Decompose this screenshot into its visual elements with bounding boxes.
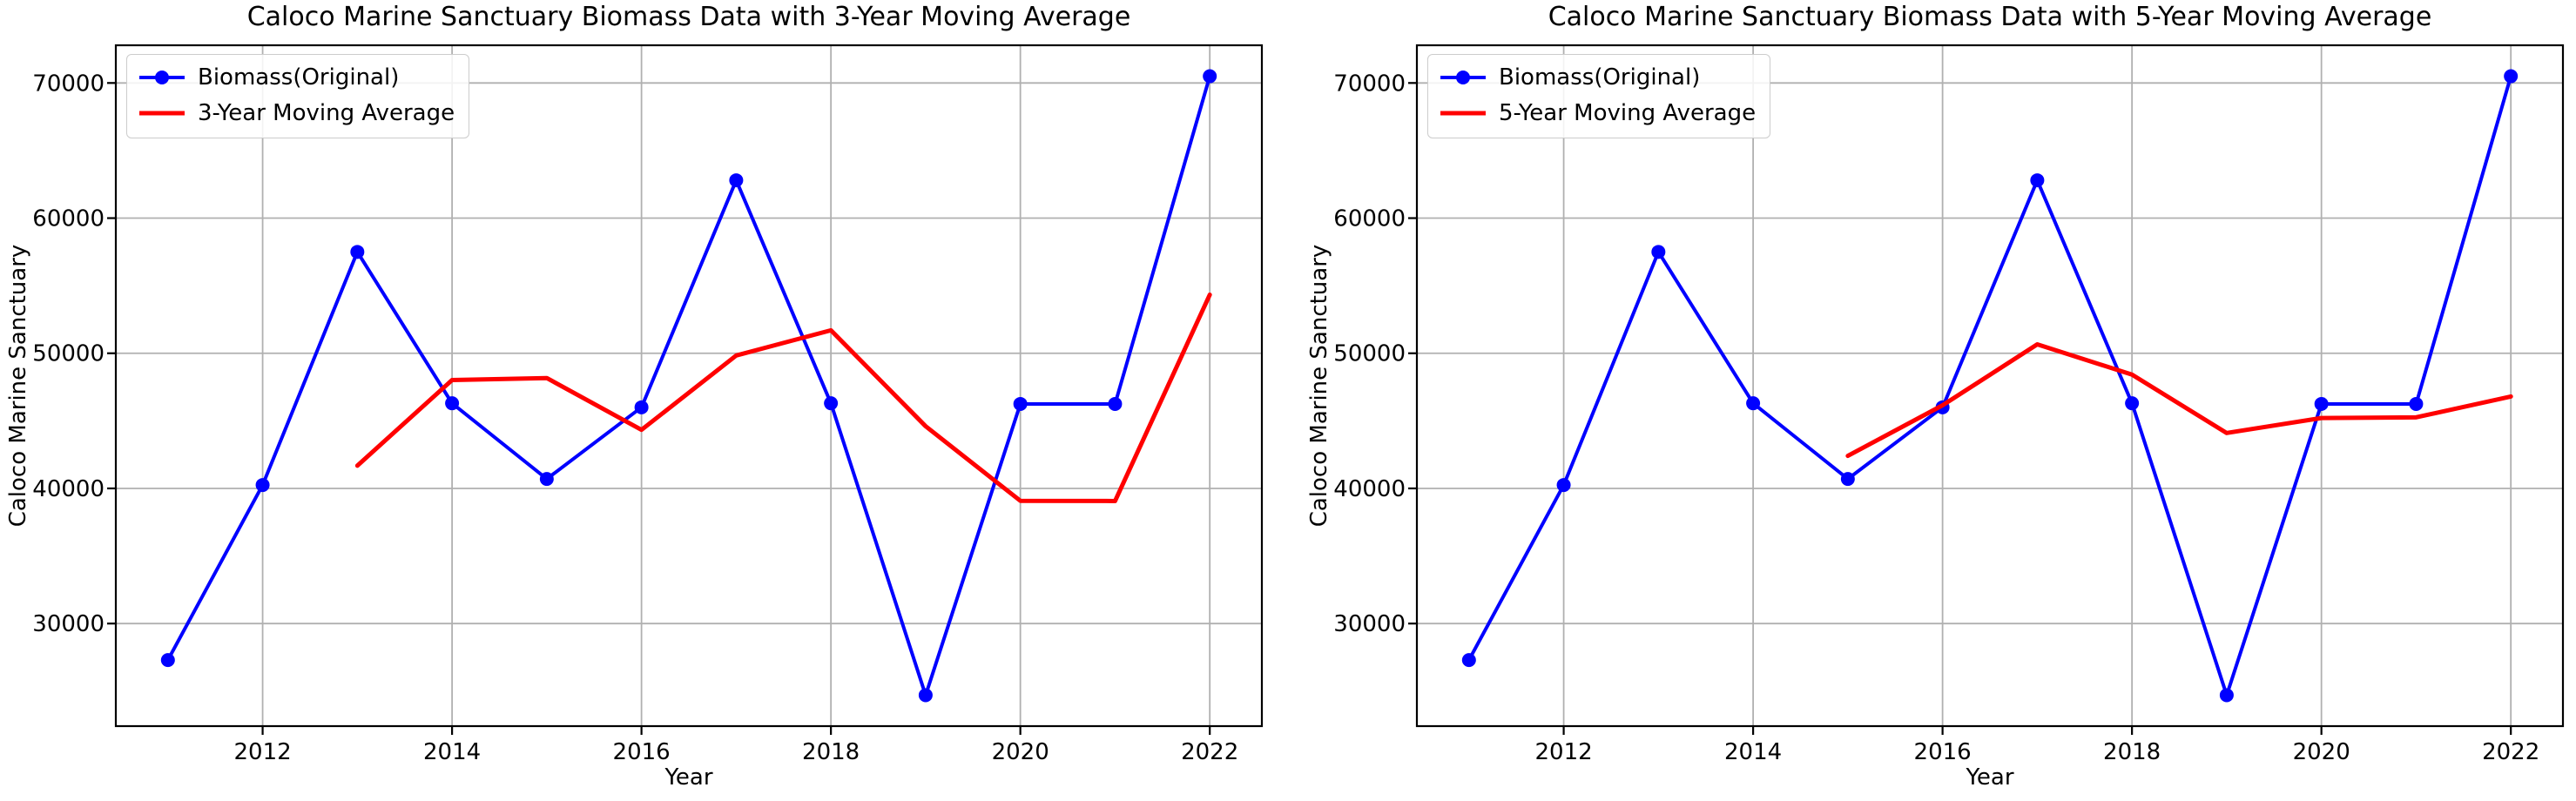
plot-canvas-3-year: 2012 2014 2016 2018 2020 2022 30000 40000 50000 6… (32, 44, 1264, 765)
y-tick-label-40000: 40000 (1333, 476, 1406, 502)
marker-biomass-original-2018 (2125, 396, 2140, 411)
marker-biomass-original-2020 (2314, 396, 2329, 411)
x-tick-label-2022: 2022 (2482, 739, 2539, 765)
chart-title: Caloco Marine Sanctuary Biomass Data wit… (246, 2, 1131, 32)
legend-sample-marker (1456, 71, 1470, 84)
marker-biomass-original-2021 (2409, 396, 2424, 411)
x-axis-label: Year (1966, 764, 2014, 791)
legend-label: 3-Year Moving Average (198, 100, 455, 126)
y-tick-label-70000: 70000 (1333, 71, 1406, 97)
legend: Biomass(Original) 3-Year Moving Average (126, 54, 470, 138)
y-axis-label: Caloco Marine Sanctuary (5, 244, 31, 528)
y-tick-label-60000: 60000 (1333, 206, 1406, 232)
marker-biomass-original-2020 (1013, 396, 1028, 411)
x-axis-label: Year (664, 764, 713, 791)
y-tick-label-70000: 70000 (32, 71, 105, 97)
x-tick-label-2018: 2018 (802, 739, 860, 765)
chart-5-year-moving-average: 2012 2014 2016 2018 2020 2022 30000 40000 50000 6… (1288, 0, 2576, 801)
series-line-5-year-moving-average (1845, 342, 2513, 459)
x-tick-label-2016: 2016 (1914, 739, 1972, 765)
legend-label: Biomass(Original) (1499, 64, 1701, 91)
legend-label: Biomass(Original) (198, 64, 400, 91)
series-line-biomass-original (165, 74, 1212, 697)
marker-biomass-original-2021 (1108, 396, 1123, 411)
x-tick-label-2012: 2012 (233, 739, 291, 765)
plot-canvas-5-year: 2012 2014 2016 2018 2020 2022 30000 40000 50000 6… (1333, 44, 2565, 765)
y-tick-label-30000: 30000 (32, 611, 105, 637)
marker-biomass-original-2012 (255, 478, 270, 493)
x-tick-label-2014: 2014 (1724, 739, 1782, 765)
y-tick-label-50000: 50000 (1333, 341, 1406, 367)
x-tick-label-2020: 2020 (2293, 739, 2350, 765)
marker-biomass-original-2013 (350, 245, 365, 259)
marker-biomass-original-2014 (445, 396, 460, 411)
legend-entry-biomass-original: Biomass(Original) (138, 64, 455, 91)
x-tick-label-2022: 2022 (1181, 739, 1238, 765)
marker-biomass-original-2018 (824, 396, 839, 411)
legend: Biomass(Original) 5-Year Moving Average (1427, 54, 1771, 138)
x-tick-label-2014: 2014 (423, 739, 481, 765)
marker-biomass-original-2019 (2219, 688, 2234, 703)
marker-biomass-original-2016 (634, 400, 649, 414)
legend-entry-5-year-moving-average: 5-Year Moving Average (1439, 99, 1756, 127)
legend-entry-biomass-original: Biomass(Original) (1439, 64, 1756, 91)
y-tick-label-50000: 50000 (32, 341, 105, 367)
legend-line-sample-icon (1440, 111, 1486, 116)
legend-entry-3-year-moving-average: 3-Year Moving Average (138, 99, 455, 127)
marker-biomass-original-2012 (1556, 478, 1571, 493)
y-tick-label-60000: 60000 (32, 206, 105, 232)
axes-frame (1415, 44, 2565, 728)
marker-biomass-original-2022 (1203, 69, 1217, 84)
y-tick-label-40000: 40000 (32, 476, 105, 502)
y-axis-label: Caloco Marine Sanctuary (1306, 244, 1332, 528)
legend-line-sample-icon (139, 111, 185, 116)
y-tick-label-30000: 30000 (1333, 611, 1406, 637)
x-tick-label-2018: 2018 (2103, 739, 2161, 765)
marker-biomass-original-2017 (2030, 173, 2045, 188)
marker-biomass-original-2011 (1461, 653, 1476, 668)
marker-biomass-original-2019 (918, 688, 933, 703)
chart-title: Caloco Marine Sanctuary Biomass Data wit… (1548, 2, 2432, 32)
legend-label: 5-Year Moving Average (1499, 100, 1757, 126)
x-tick-label-2012: 2012 (1534, 739, 1592, 765)
series-line-3-year-moving-average (354, 292, 1212, 503)
marker-biomass-original-2015 (1840, 472, 1855, 487)
marker-biomass-original-2017 (729, 173, 744, 188)
legend-line-sample-icon (139, 71, 185, 84)
series-line-biomass-original (1467, 74, 2513, 697)
x-tick-label-2020: 2020 (992, 739, 1049, 765)
legend-sample-marker (155, 71, 169, 84)
marker-biomass-original-2011 (160, 653, 175, 668)
chart-3-year-moving-average: 2012 2014 2016 2018 2020 2022 30000 40000 50000 6… (5, 2, 1264, 791)
marker-biomass-original-2013 (1651, 245, 1666, 259)
axes-frame (114, 44, 1264, 728)
x-tick-label-2016: 2016 (613, 739, 671, 765)
marker-biomass-original-2015 (539, 472, 554, 487)
legend-line-sample-icon (1440, 71, 1486, 84)
marker-biomass-original-2014 (1746, 396, 1761, 411)
marker-biomass-original-2022 (2504, 69, 2519, 84)
